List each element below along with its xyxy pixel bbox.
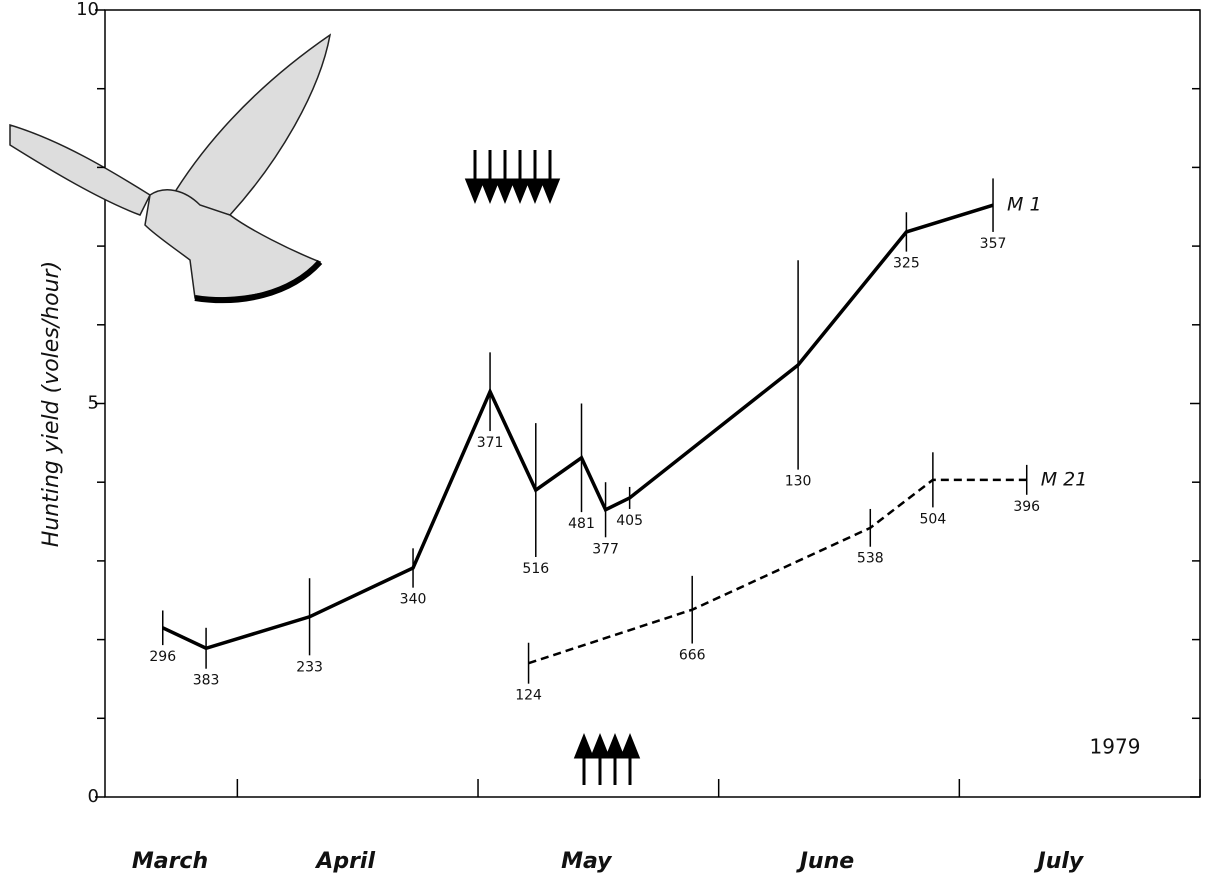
x-tick-label: April — [314, 849, 375, 874]
sample-size-label: 233 — [296, 659, 323, 675]
y-tick-label: 10 — [76, 0, 99, 20]
x-tick-label: June — [796, 849, 855, 874]
sample-size-label: 516 — [522, 561, 549, 577]
x-tick-label: May — [561, 849, 613, 874]
kestrel-illustration — [9, 33, 332, 304]
sample-size-label: 666 — [679, 648, 706, 664]
annotation: 1979 — [1090, 735, 1141, 759]
sample-size-label: 371 — [477, 435, 504, 451]
x-tick-label: July — [1034, 849, 1085, 874]
sample-size-label: 405 — [616, 513, 643, 529]
sample-size-label: 504 — [920, 511, 947, 527]
x-tick-label: March — [132, 849, 208, 874]
y-axis-label: Hunting yield (voles/hour) — [39, 261, 64, 547]
arrows-down — [464, 150, 561, 205]
sample-size-label: 340 — [400, 592, 427, 608]
series-line — [162, 203, 994, 651]
sample-size-label: 538 — [857, 551, 884, 567]
sample-size-label: 357 — [980, 236, 1007, 252]
sample-size-label: 325 — [893, 256, 920, 272]
sample-size-label: 296 — [149, 649, 176, 665]
sample-size-label: 481 — [568, 516, 595, 532]
sample-size-label: 130 — [785, 474, 812, 490]
series-label: M 1 — [1007, 194, 1042, 216]
y-tick-label: 0 — [88, 786, 99, 807]
sample-size-label: 383 — [193, 673, 220, 689]
sample-size-label: 377 — [592, 541, 619, 557]
sample-size-label: 396 — [1013, 499, 1040, 515]
arrows-up — [573, 732, 641, 785]
sample-size-label: 124 — [515, 688, 542, 704]
series-label: M 21 — [1041, 468, 1088, 490]
y-tick-label: 5 — [88, 393, 99, 414]
